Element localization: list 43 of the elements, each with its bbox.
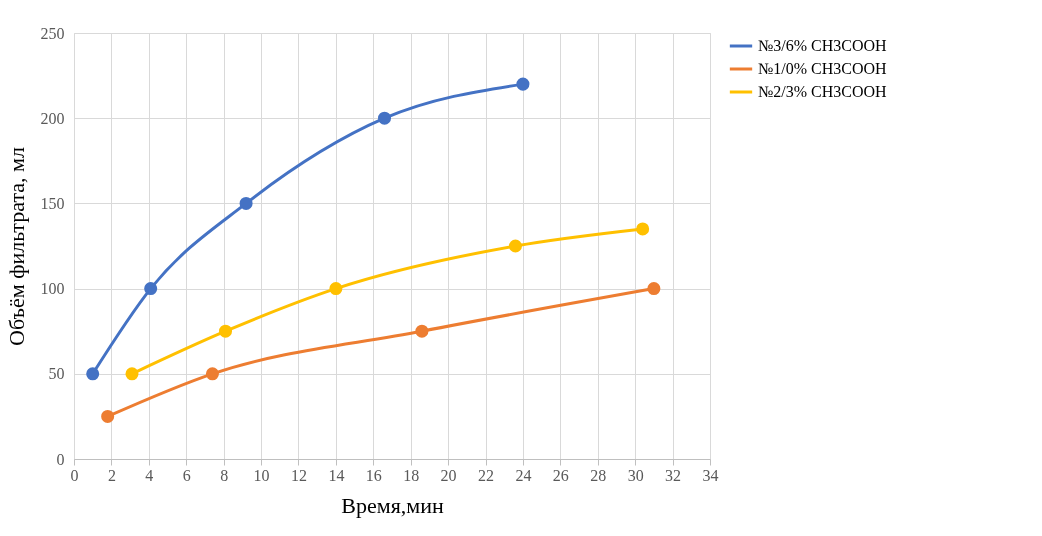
x-tick-label: 30	[627, 466, 644, 484]
point	[125, 367, 139, 381]
y-tick-label: 0	[56, 450, 65, 468]
x-axis-title: Время,мин	[341, 492, 444, 518]
y-axis-title: Объём фильтрата, мл	[3, 147, 29, 346]
point	[329, 282, 343, 296]
legend-label: №1/0% CH3COOH	[758, 60, 888, 77]
x-tick-label: 20	[440, 466, 457, 484]
y-tick-label: 100	[40, 280, 65, 298]
x-tick-label: 24	[515, 466, 532, 484]
x-tick-label: 32	[665, 466, 682, 484]
x-tick-label: 22	[478, 466, 495, 484]
point	[239, 196, 253, 210]
x-tick-label: 34	[702, 466, 719, 484]
x-tick-label: 26	[552, 466, 569, 484]
x-tick-label: 18	[403, 466, 420, 484]
x-tick-label: 10	[253, 466, 270, 484]
legend-label: №3/6% CH3COOH	[758, 37, 888, 54]
x-tick-label: 12	[290, 466, 307, 484]
point	[415, 324, 429, 338]
y-tick-label: 200	[40, 109, 65, 127]
point	[378, 111, 392, 125]
legend-label: №2/3% CH3COOH	[758, 83, 888, 100]
x-tick-label: 4	[145, 466, 154, 484]
point	[636, 222, 650, 236]
point	[144, 282, 158, 296]
point	[86, 367, 100, 381]
x-tick-label: 28	[590, 466, 607, 484]
x-tick-label: 16	[365, 466, 382, 484]
point	[516, 77, 530, 91]
y-tick-label: 50	[48, 365, 65, 383]
x-tick-label: 14	[328, 466, 345, 484]
y-tick-label: 250	[40, 24, 65, 42]
x-tick-label: 2	[107, 466, 116, 484]
x-tick-label: 8	[220, 466, 229, 484]
point	[205, 367, 219, 381]
point	[219, 324, 233, 338]
y-tick-label: 150	[40, 194, 65, 212]
x-tick-label: 0	[70, 466, 79, 484]
point	[101, 409, 115, 423]
point	[508, 239, 522, 253]
x-tick-label: 6	[182, 466, 191, 484]
point	[647, 282, 661, 296]
